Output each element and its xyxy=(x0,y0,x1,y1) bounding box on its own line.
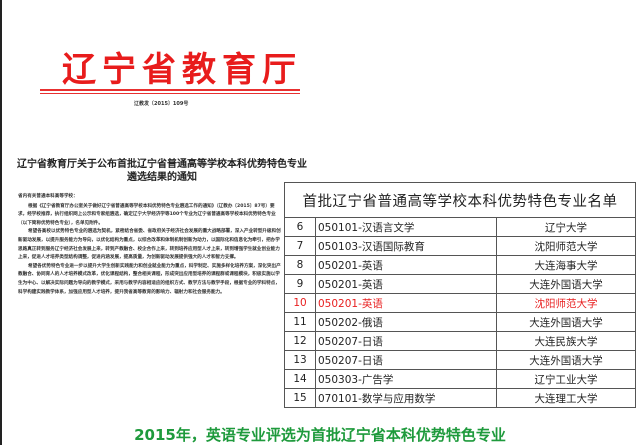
paragraph: 希望各高校以优势特色专业的遴选为契机，紧密结合省委、省政府关于经济社会发展的重大… xyxy=(18,229,281,261)
major-cell: 050207-日语 xyxy=(315,331,497,351)
major-cell: 050201-英语 xyxy=(315,255,497,275)
table-row: 10 050201-英语 沈阳师范大学 xyxy=(284,293,636,313)
table-row: 8 050201-英语 大连海事大学 xyxy=(284,255,636,275)
row-number: 11 xyxy=(284,312,316,332)
table-title-row: 首批辽宁省普通高等学校本科优势特色专业名单 xyxy=(284,182,636,218)
major-cell: 050201-英语 xyxy=(315,293,497,313)
university-cell: 大连外国语大学 xyxy=(496,350,636,370)
paragraph: 根据《辽宁省教育厅办公室关于做好辽宁省普通高等学校本科优势特色专业遴选工作的通知… xyxy=(18,203,276,226)
table-title: 首批辽宁省普通高等学校本科优势特色专业名单 xyxy=(284,182,636,218)
row-number: 9 xyxy=(284,274,316,294)
left-border xyxy=(0,0,2,445)
university-cell: 大连海事大学 xyxy=(496,255,636,275)
row-number: 13 xyxy=(284,350,316,370)
university-cell: 大连外国语大学 xyxy=(496,274,636,294)
row-number: 14 xyxy=(284,369,316,389)
major-cell: 050207-日语 xyxy=(315,350,497,370)
letterhead-rule-thin xyxy=(40,93,300,94)
university-cell: 大连民族大学 xyxy=(496,331,636,351)
row-number: 10 xyxy=(284,293,316,313)
major-cell: 050202-俄语 xyxy=(315,312,497,332)
university-cell: 沈阳师范大学 xyxy=(496,293,636,313)
table-row: 7 050103-汉语国际教育 沈阳师范大学 xyxy=(284,236,636,256)
notice-document: 辽宁省教育厅 辽教发〔2015〕109号 辽宁省教育厅关于公布首批辽宁省普通高等… xyxy=(4,0,307,400)
university-cell: 辽宁工业大学 xyxy=(496,369,636,389)
letterhead-rule xyxy=(40,89,300,91)
university-cell: 沈阳师范大学 xyxy=(496,236,636,256)
table-row: 14 050303-广告学 辽宁工业大学 xyxy=(284,369,636,389)
row-number: 8 xyxy=(284,255,316,275)
university-cell: 辽宁大学 xyxy=(496,217,636,237)
major-cell: 050103-汉语国际教育 xyxy=(315,236,497,256)
major-cell: 070101-数学与应用数学 xyxy=(315,388,497,408)
major-list-table: 首批辽宁省普通高等学校本科优势特色专业名单 6 050101-汉语言文学 辽宁大学 7… xyxy=(284,182,636,408)
caption: 2015年，英语专业评选为首批辽宁省本科优势特色专业 xyxy=(134,426,506,444)
document-title: 辽宁省教育厅关于公布首批辽宁省普通高等学校本科优势特色专业遴选结果的通知 xyxy=(17,159,307,183)
major-cell: 050201-英语 xyxy=(315,274,497,294)
university-cell: 大连外国语大学 xyxy=(496,312,636,332)
document-body: 省内有关普通本科高等学校： 根据《辽宁省教育厅办公室关于做好辽宁省普通高等学校本… xyxy=(18,193,282,297)
table-row: 12 050207-日语 大连民族大学 xyxy=(284,331,636,351)
row-number: 15 xyxy=(284,388,316,408)
row-number: 6 xyxy=(284,217,316,237)
org-letterhead: 辽宁省教育厅 xyxy=(62,50,302,90)
table-row: 11 050202-俄语 大连外国语大学 xyxy=(284,312,636,332)
doc-number: 辽教发〔2015〕109号 xyxy=(134,101,189,107)
paragraph: 希望各优势特色专业进一步以提升大学生创新实践能力和创业就业能力为重点，科学制定、… xyxy=(18,263,281,295)
salutation: 省内有关普通本科高等学校： xyxy=(18,194,78,199)
table-row: 13 050207-日语 大连外国语大学 xyxy=(284,350,636,370)
row-number: 12 xyxy=(284,331,316,351)
major-cell: 050101-汉语言文学 xyxy=(315,217,497,237)
table-row: 15 070101-数学与应用数学 大连理工大学 xyxy=(284,388,636,408)
table-row: 6 050101-汉语言文学 辽宁大学 xyxy=(284,217,636,237)
table-row: 9 050201-英语 大连外国语大学 xyxy=(284,274,636,294)
row-number: 7 xyxy=(284,236,316,256)
university-cell: 大连理工大学 xyxy=(496,388,636,408)
major-cell: 050303-广告学 xyxy=(315,369,497,389)
